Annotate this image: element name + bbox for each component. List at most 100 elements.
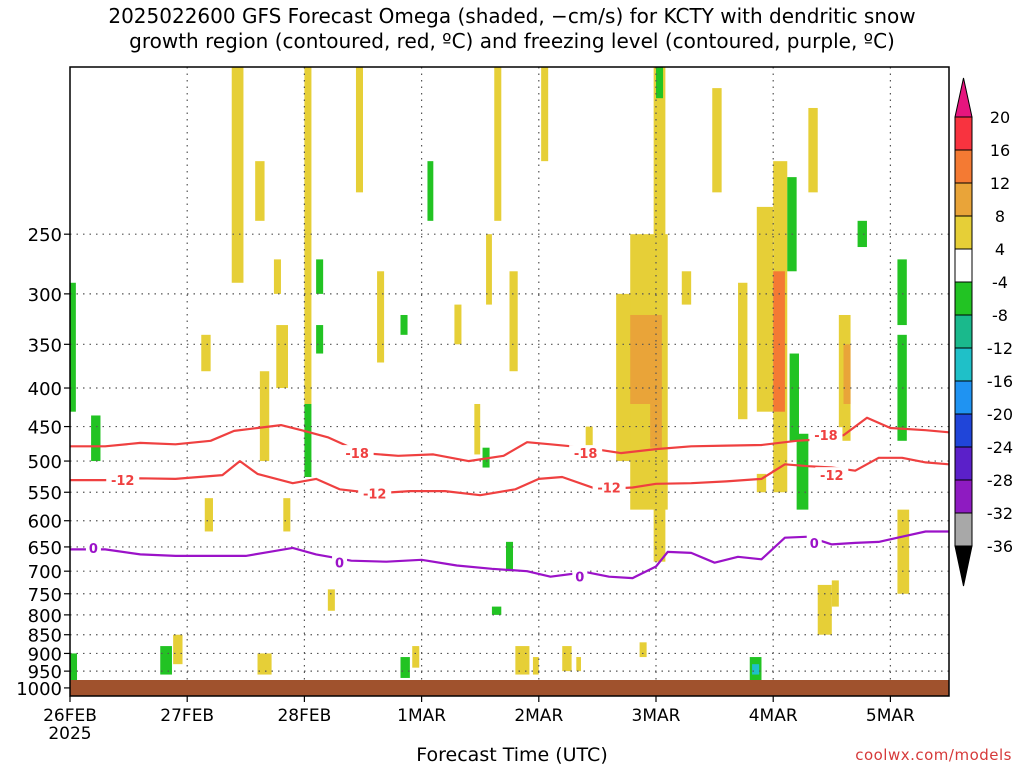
omega-cell: [897, 509, 910, 594]
contour-label-bg: [809, 427, 843, 443]
x-tick-label: 26FEB: [43, 706, 97, 726]
contour-label: -18: [345, 447, 369, 462]
omega-cell: [231, 67, 244, 283]
x-tick-label: 4MAR: [749, 706, 798, 726]
y-tick-label: 700: [28, 562, 62, 583]
omega-cell: [91, 415, 101, 462]
omega-cell: [808, 107, 818, 193]
grid-lines: [70, 67, 949, 696]
y-tick-label: 450: [28, 418, 62, 439]
contour-label: -12: [111, 474, 135, 489]
contour-label: -12: [363, 487, 387, 502]
omega-cell: [400, 314, 408, 335]
colorbar-label: -12: [987, 339, 1013, 358]
omega-cell: [494, 67, 502, 221]
omega-cell: [70, 282, 76, 412]
omega-cell: [773, 271, 785, 412]
omega-cell: [255, 161, 265, 221]
omega-cell: [355, 67, 363, 193]
contour-label: -12: [597, 481, 621, 496]
omega-cell: [562, 646, 572, 672]
omega-cell: [843, 344, 851, 404]
y-tick-label: 650: [28, 538, 62, 559]
y-tick-label: 350: [28, 335, 62, 356]
omega-cell: [756, 473, 767, 493]
y-tick-label: 550: [28, 483, 62, 504]
omega-cell: [160, 646, 172, 675]
omega-cell: [400, 657, 410, 678]
omega-cell: [650, 314, 662, 448]
colorbar-label: -36: [987, 537, 1013, 556]
y-tick-label: 400: [28, 379, 62, 400]
contour-label-bg: [332, 554, 348, 570]
colorbar-label: -8: [992, 306, 1008, 325]
contour-label-bg: [815, 467, 849, 483]
omega-cell: [412, 646, 420, 668]
omega-cell: [738, 282, 748, 420]
omega-cell: [327, 589, 335, 611]
omega-cell: [656, 67, 664, 99]
contour-label: 0: [335, 557, 344, 572]
colorbar-band: [954, 248, 973, 283]
colorbar-band: [954, 347, 973, 382]
colorbar-label: 12: [990, 174, 1010, 193]
omega-cell: [541, 67, 549, 162]
y-tick-label: 800: [28, 606, 62, 627]
chart-title-line2: growth region (contoured, red, ºC) and f…: [129, 29, 895, 53]
colorbar-band: [954, 281, 973, 316]
omega-cell: [505, 541, 514, 572]
omega-cell: [257, 653, 272, 675]
contour-label-bg: [340, 445, 374, 461]
omega-cell: [789, 353, 799, 441]
y-tick-label: 950: [28, 662, 62, 683]
colorbar-band: [954, 446, 973, 481]
contour-label: 0: [89, 542, 98, 557]
colorbar-band: [954, 215, 973, 250]
contour-label-bg: [806, 534, 822, 550]
x-tick-label: 3MAR: [632, 706, 681, 726]
omega-cell: [576, 657, 581, 672]
omega-cell: [831, 580, 839, 607]
omega-cell: [787, 177, 797, 272]
omega-cell: [283, 498, 291, 532]
omega-cell: [653, 440, 666, 562]
y-tick-label: 500: [28, 452, 62, 473]
omega-cell: [585, 426, 593, 448]
contour-label: 0: [810, 537, 819, 552]
colorbar-label: -32: [987, 504, 1013, 523]
omega-cell: [273, 259, 281, 294]
omega-cell: [491, 606, 502, 615]
colorbar-label: -28: [987, 471, 1013, 490]
colorbar-label: -16: [987, 372, 1013, 391]
omega-cell: [509, 271, 518, 372]
omega-cell: [304, 67, 312, 404]
omega-cell: [276, 325, 288, 389]
colorbar-label: -24: [987, 438, 1013, 457]
omega-cell: [639, 642, 647, 658]
y-tick-label: 1000: [16, 679, 62, 700]
omega-cell: [474, 403, 481, 455]
colorbar-band: [954, 116, 973, 151]
colorbar-band: [954, 512, 973, 547]
y-axis: 2503003504004505005506006507007508008509…: [16, 225, 70, 700]
omega-cell: [712, 88, 722, 193]
x-tick-label: 2MAR: [514, 706, 563, 726]
colorbar-band: [954, 479, 973, 514]
x-tick-label: 27FEB: [160, 706, 214, 726]
omega-cell: [259, 371, 270, 462]
colorbar-band: [954, 182, 973, 217]
contour-label-bg: [592, 479, 626, 495]
omega-cell: [515, 646, 530, 675]
omega-cell: [817, 584, 832, 635]
omega-cell: [653, 67, 666, 248]
omega-cell: [532, 657, 539, 675]
colorbar-top-arrow: [954, 77, 973, 118]
y-tick-label: 850: [28, 626, 62, 647]
omega-cell: [897, 259, 907, 326]
colorbar-label: 8: [995, 207, 1005, 226]
y-tick-label: 900: [28, 644, 62, 665]
omega-cell: [756, 206, 774, 412]
contour-label-bg: [569, 445, 603, 461]
omega-cell: [201, 334, 211, 372]
